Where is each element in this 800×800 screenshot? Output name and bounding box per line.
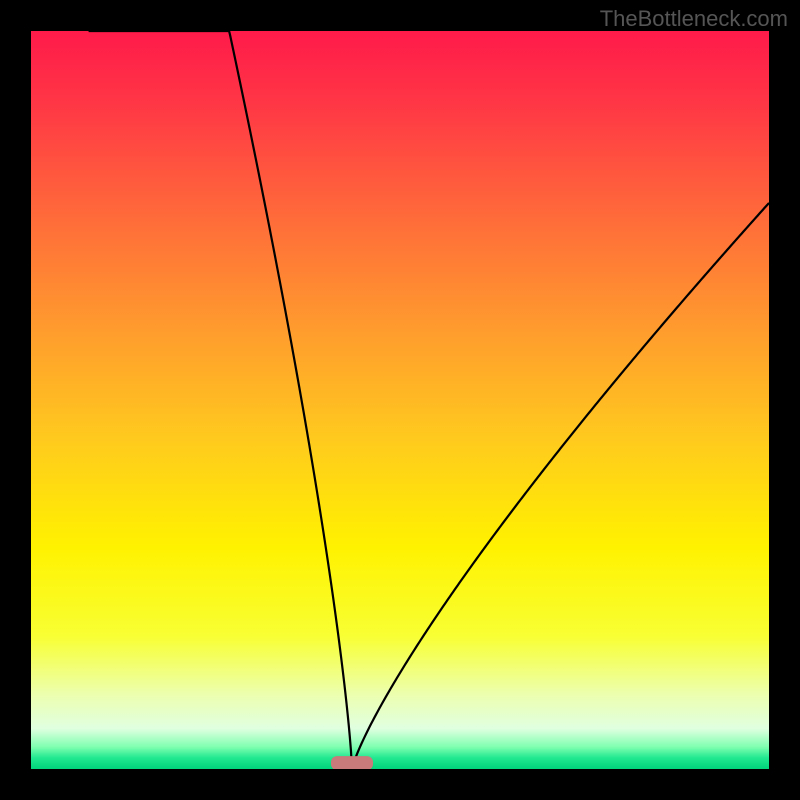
gradient-background (31, 31, 769, 769)
chart-frame (31, 31, 769, 769)
bottleneck-curve-chart (31, 31, 769, 769)
optimal-point-marker (331, 756, 373, 769)
watermark-text: TheBottleneck.com (600, 6, 788, 32)
